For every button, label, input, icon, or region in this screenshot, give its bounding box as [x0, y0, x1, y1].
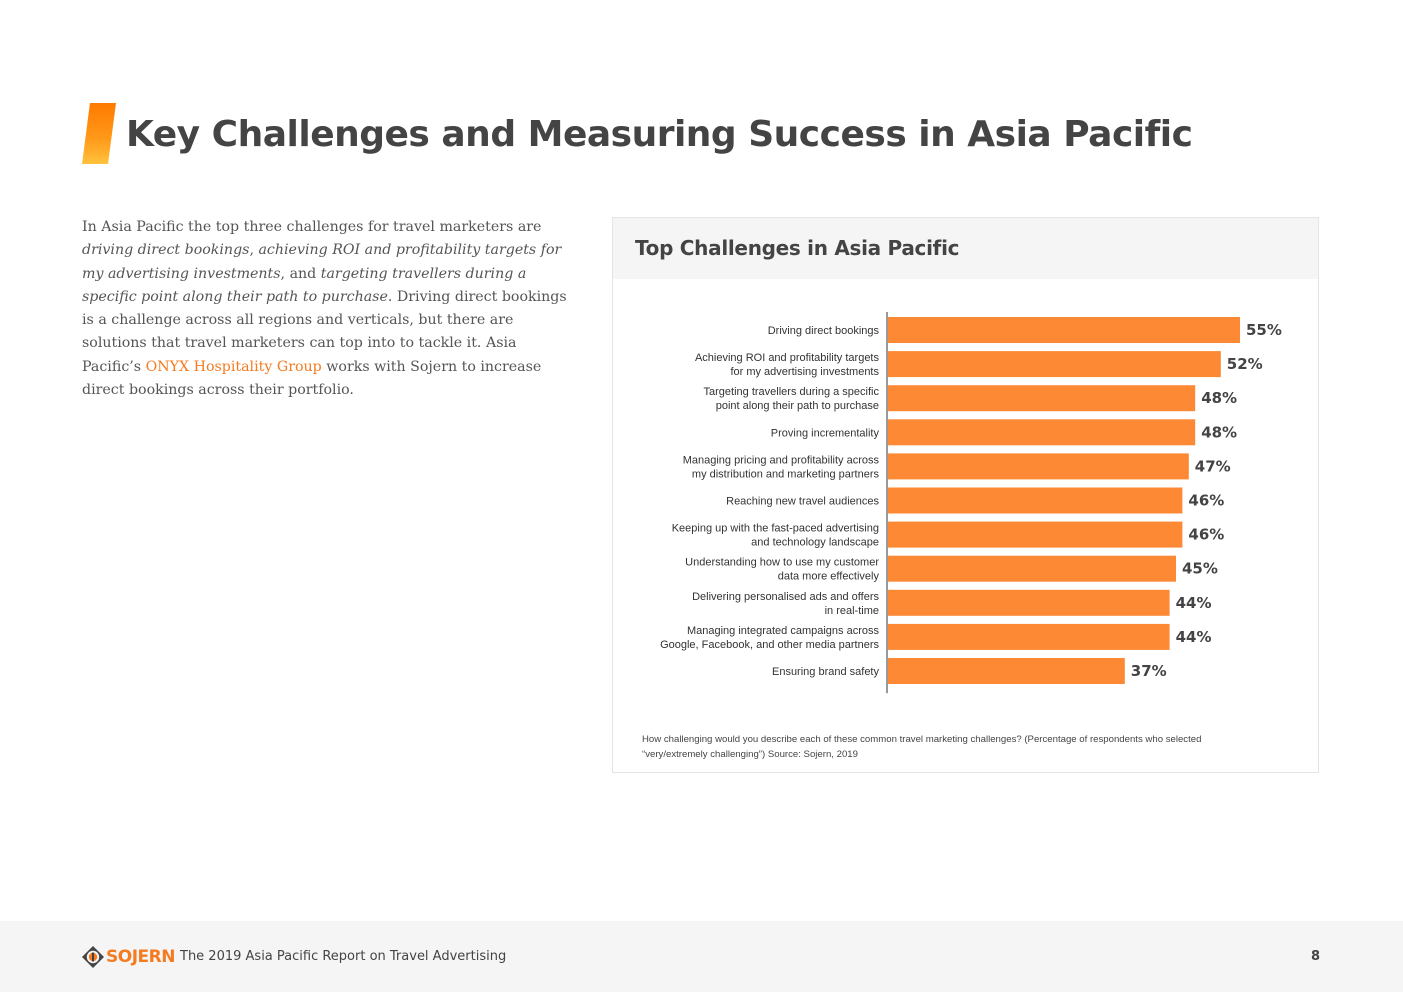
report-title: The 2019 Asia Pacific Report on Travel A… [180, 949, 507, 964]
bar-chart: 55% Driving direct bookings 52% Achieving R… [660, 312, 1282, 694]
intro-em-2: achieving ROI and profitability targets … [82, 242, 562, 282]
bar-9 [888, 589, 1170, 616]
bar-value-label-10: 44% [1176, 628, 1212, 646]
bar-value-label-2: 52% [1227, 355, 1263, 373]
intro-paragraph: In Asia Pacific the top three challenges… [82, 216, 578, 402]
bar-value-label-4: 48% [1201, 423, 1237, 441]
category-label-11: Ensuring brand safety [772, 666, 880, 678]
category-label-5: Managing pricing and profitability acros… [683, 454, 880, 480]
bar-3 [888, 385, 1196, 412]
page-heading: Key Challenges and Measuring Success in … [82, 102, 1322, 164]
logo-wordmark: SOJERN [106, 947, 175, 967]
sojern-logo: SOJERN [82, 946, 175, 968]
page-title: Key Challenges and Measuring Success in … [126, 114, 1193, 155]
chart-source-note: How challenging would you describe each … [642, 734, 1202, 760]
chart-card: Top Challenges in Asia Pacific 55% Drivin… [612, 217, 1319, 773]
onyx-hospitality-link[interactable]: ONYX Hospitality Group [145, 358, 322, 375]
intro-em-3: targeting travellers during a specific p… [82, 265, 527, 305]
sojern-compass-icon [82, 946, 104, 968]
bar-5 [888, 453, 1189, 480]
category-label-2: Achieving ROI and profitability targets f… [695, 352, 880, 378]
category-label-6: Reaching new travel audiences [726, 496, 879, 508]
intro-text-4: . Driving direct bookings is a challenge… [82, 288, 567, 375]
category-label-4: Proving incrementality [771, 427, 880, 439]
bar-value-label-6: 46% [1188, 492, 1224, 510]
bar-1 [888, 317, 1240, 343]
intro-em-1: driving direct bookings [82, 242, 250, 259]
bar-value-label-9: 44% [1176, 594, 1212, 612]
bar-6 [888, 487, 1183, 514]
bar-value-label-3: 48% [1201, 389, 1237, 407]
category-label-7: Keeping up with the fast-paced advertisi… [672, 523, 879, 549]
intro-text-5: works with Sojern to increase direct boo… [82, 358, 542, 399]
title-accent-bar [82, 103, 116, 164]
intro-text-3: , and [280, 265, 321, 282]
bar-10 [888, 623, 1170, 650]
category-label-3: Targeting travellers during a specific po… [704, 386, 880, 412]
bar-4 [888, 419, 1196, 446]
bar-7 [888, 521, 1183, 548]
category-label-1: Driving direct bookings [768, 325, 880, 337]
bar-value-label-5: 47% [1195, 457, 1231, 475]
bar-value-label-7: 46% [1188, 526, 1224, 544]
intro-text-2: , [249, 242, 259, 259]
page-number: 8 [1310, 949, 1320, 964]
intro-text-1: In Asia Pacific the top three challenges… [82, 219, 542, 235]
category-label-10: Managing integrated campaigns across Goog… [660, 625, 879, 651]
bar-8 [888, 555, 1176, 582]
chart-title: Top Challenges in Asia Pacific [635, 236, 960, 260]
bar-11 [888, 658, 1125, 684]
category-label-8: Understanding how to use my customer data… [685, 557, 879, 583]
bar-value-label-1: 55% [1246, 321, 1282, 339]
bar-value-label-8: 45% [1182, 560, 1218, 578]
category-label-9: Delivering personalised ads and offers in… [692, 591, 879, 617]
page-footer: SOJERN The 2019 Asia Pacific Report on T… [0, 921, 1403, 992]
bar-2 [888, 351, 1221, 378]
bar-value-label-11: 37% [1131, 662, 1167, 680]
chart-header: Top Challenges in Asia Pacific [613, 218, 1318, 279]
